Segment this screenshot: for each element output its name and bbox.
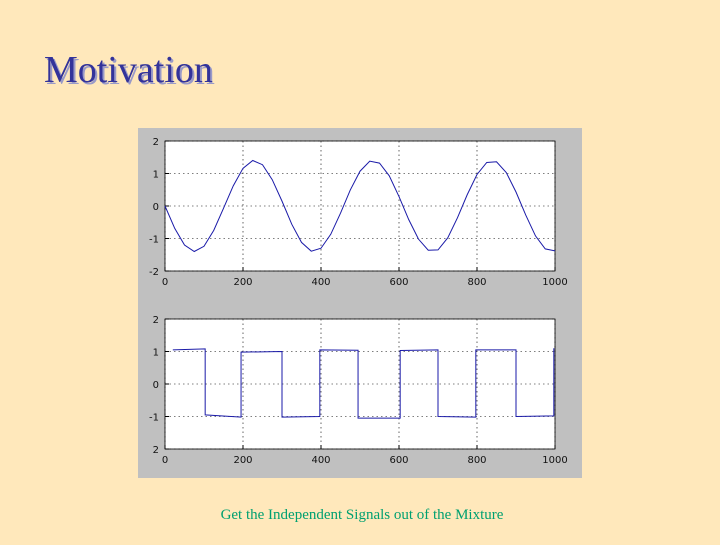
- x-tick-label: 400: [311, 455, 330, 466]
- x-tick-label: 1000: [542, 455, 567, 466]
- signal-line: [172, 348, 555, 419]
- caption: Get the Independent Signals out of the M…: [221, 507, 504, 523]
- x-tick-label: 0: [162, 277, 168, 288]
- y-tick-label: 1: [153, 170, 159, 181]
- title: Motivation: [44, 49, 213, 91]
- x-tick-label: 400: [311, 277, 330, 288]
- plot-frame: [164, 318, 556, 450]
- x-tick-label: 200: [233, 455, 252, 466]
- signal-line: [164, 159, 556, 253]
- y-tick-label: 0: [153, 380, 159, 391]
- title-shadow: Motivation: [46, 51, 215, 93]
- x-tick-label: 600: [389, 455, 408, 466]
- x-tick-label: 1000: [542, 277, 567, 288]
- y-tick-label: 2: [153, 315, 159, 326]
- y-tick-label: 2: [153, 445, 159, 456]
- y-tick-label: -1: [149, 413, 159, 424]
- x-tick-label: 200: [233, 277, 252, 288]
- x-tick-label: 600: [389, 277, 408, 288]
- x-tick-label: 0: [162, 455, 168, 466]
- y-tick-label: -2: [149, 267, 159, 278]
- y-tick-label: 2: [153, 137, 159, 148]
- x-tick-label: 800: [467, 455, 486, 466]
- y-tick-label: 1: [153, 348, 159, 359]
- x-tick-label: 800: [467, 277, 486, 288]
- y-tick-label: -1: [149, 235, 159, 246]
- y-tick-label: 0: [153, 202, 159, 213]
